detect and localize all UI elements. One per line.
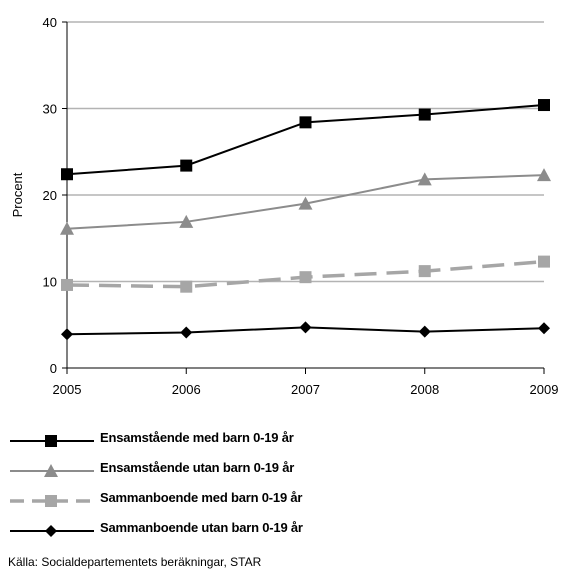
data-point (537, 168, 551, 182)
x-tick-label: 2006 (172, 382, 201, 397)
legend-swatch-square-icon (10, 435, 94, 447)
source-note: Källa: Socialdepartementets beräkningar,… (8, 555, 262, 569)
series-line (66, 104, 545, 176)
data-point (418, 265, 431, 278)
data-point (179, 214, 194, 228)
data-point (61, 278, 73, 291)
y-tick-label: 20 (43, 188, 57, 203)
data-point (60, 221, 74, 235)
legend-swatch-diamond-icon (10, 525, 94, 537)
data-point (61, 168, 73, 181)
y-tick-label: 10 (43, 275, 57, 290)
legend-item: Ensamstående med barn 0-19 år (8, 426, 428, 456)
data-point (299, 116, 312, 129)
data-point (299, 321, 312, 334)
data-point (418, 108, 431, 121)
y-tick-label: 30 (43, 102, 57, 117)
data-point (298, 196, 313, 210)
data-point (418, 325, 431, 338)
legend-swatch-triangle-icon (10, 464, 94, 477)
data-point (61, 328, 73, 341)
legend-item: Sammanboende med barn 0-19 år (8, 486, 428, 516)
data-point (180, 280, 193, 293)
y-axis-title: Procent (10, 172, 25, 217)
legend: Ensamstående med barn 0-19 år Ensamståen… (8, 426, 428, 546)
legend-label: Ensamstående med barn 0-19 år (100, 430, 294, 445)
x-tick-label: 2009 (530, 382, 559, 397)
legend-label: Sammanboende utan barn 0-19 år (100, 520, 303, 535)
line-chart: 0 10 20 30 40 2005 2006 2007 2008 2009 Procent (10, 15, 559, 397)
x-tick-label: 2008 (410, 382, 439, 397)
y-tick-label: 0 (50, 361, 57, 376)
data-point (538, 322, 550, 335)
data-point (538, 255, 550, 268)
legend-swatch-dashed-square-icon (10, 495, 94, 507)
data-point (180, 326, 193, 339)
data-point (299, 271, 312, 284)
legend-item: Ensamstående utan barn 0-19 år (8, 456, 428, 486)
legend-label: Ensamstående utan barn 0-19 år (100, 460, 295, 475)
x-tick-label: 2007 (291, 382, 320, 397)
data-point (538, 99, 550, 112)
x-tick-label: 2005 (53, 382, 82, 397)
data-point (417, 172, 432, 186)
data-point (180, 159, 193, 172)
legend-label: Sammanboende med barn 0-19 år (100, 490, 303, 505)
y-tick-label: 40 (43, 15, 57, 30)
legend-item: Sammanboende utan barn 0-19 år (8, 516, 428, 546)
